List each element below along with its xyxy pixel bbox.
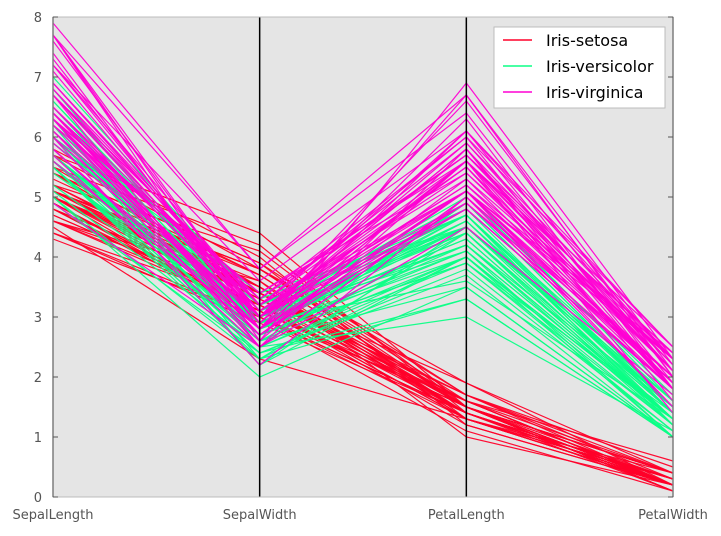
series-line bbox=[52, 148, 674, 384]
data-lines bbox=[52, 22, 674, 492]
y-tick-label: 0 bbox=[34, 491, 42, 506]
series-line bbox=[52, 124, 674, 360]
y-tick-label: 2 bbox=[34, 371, 42, 386]
y-tick-label: 3 bbox=[34, 311, 42, 326]
x-axis-labels: SepalLength SepalWidth PetalLength PetalWid… bbox=[13, 508, 708, 523]
series-line bbox=[52, 142, 674, 390]
series-line bbox=[52, 190, 674, 432]
y-tick-label: 7 bbox=[34, 71, 42, 86]
series-line bbox=[52, 166, 674, 420]
y-tick-label: 6 bbox=[34, 131, 42, 146]
legend-label: Iris-virginica bbox=[546, 83, 643, 102]
y-tick-label: 5 bbox=[34, 191, 42, 206]
series-line bbox=[52, 166, 674, 438]
series-line bbox=[52, 202, 674, 396]
series-line bbox=[52, 136, 674, 408]
legend-label: Iris-versicolor bbox=[546, 57, 654, 76]
x-axis-label: SepalLength bbox=[13, 508, 94, 523]
series-line bbox=[52, 112, 674, 366]
x-axis-label: PetalWidth bbox=[638, 508, 708, 523]
x-axis-label: PetalLength bbox=[428, 508, 505, 523]
legend-label: Iris-setosa bbox=[546, 31, 628, 50]
y-tick-label: 4 bbox=[34, 251, 42, 266]
series-line bbox=[52, 106, 674, 378]
series-line bbox=[52, 64, 674, 348]
series-line bbox=[52, 94, 674, 348]
series-line bbox=[52, 94, 674, 354]
series-iris-virginica bbox=[52, 22, 674, 414]
series-line bbox=[52, 34, 674, 366]
series-line bbox=[52, 34, 674, 378]
x-axis-label: SepalWidth bbox=[223, 508, 297, 523]
y-tick-label: 1 bbox=[34, 431, 42, 446]
series-line bbox=[52, 196, 674, 438]
y-axis-ticks: 0 1 2 3 4 5 6 7 8 bbox=[34, 11, 673, 506]
y-tick-label: 8 bbox=[34, 11, 42, 26]
legend: Iris-setosa Iris-versicolor Iris-virginica bbox=[493, 26, 666, 109]
